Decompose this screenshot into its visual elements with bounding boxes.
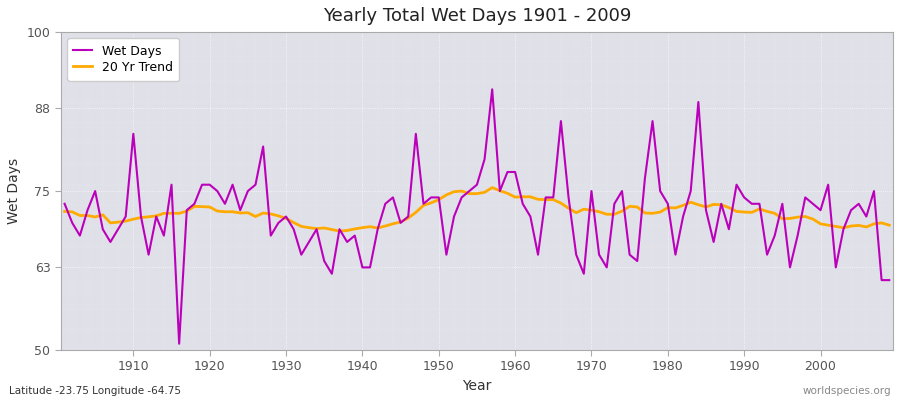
20 Yr Trend xyxy=(59,209,70,214)
Text: worldspecies.org: worldspecies.org xyxy=(803,386,891,396)
20 Yr Trend xyxy=(616,209,627,214)
Text: Latitude -23.75 Longitude -64.75: Latitude -23.75 Longitude -64.75 xyxy=(9,386,181,396)
Line: Wet Days: Wet Days xyxy=(65,89,889,344)
20 Yr Trend xyxy=(334,229,345,234)
20 Yr Trend xyxy=(487,185,498,190)
Wet Days xyxy=(296,252,307,257)
20 Yr Trend xyxy=(288,220,299,225)
Wet Days xyxy=(487,87,498,92)
Wet Days xyxy=(518,201,528,206)
Wet Days xyxy=(174,341,184,346)
Wet Days xyxy=(59,201,70,206)
20 Yr Trend xyxy=(342,228,353,233)
Wet Days xyxy=(884,278,895,282)
20 Yr Trend xyxy=(525,194,535,199)
Line: 20 Yr Trend: 20 Yr Trend xyxy=(65,188,889,231)
Legend: Wet Days, 20 Yr Trend: Wet Days, 20 Yr Trend xyxy=(67,38,179,80)
20 Yr Trend xyxy=(121,219,131,224)
20 Yr Trend xyxy=(884,223,895,228)
Title: Yearly Total Wet Days 1901 - 2009: Yearly Total Wet Days 1901 - 2009 xyxy=(323,7,631,25)
Wet Days xyxy=(616,189,627,194)
Y-axis label: Wet Days: Wet Days xyxy=(7,158,21,224)
Wet Days xyxy=(342,240,353,244)
Wet Days xyxy=(121,214,131,219)
Wet Days xyxy=(525,214,535,219)
20 Yr Trend xyxy=(518,194,528,199)
X-axis label: Year: Year xyxy=(463,379,491,393)
